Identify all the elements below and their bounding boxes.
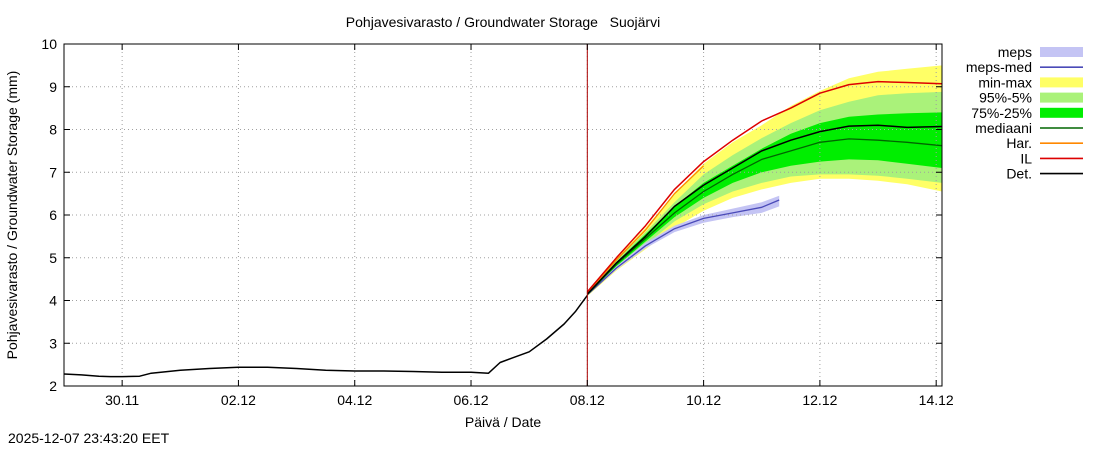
legend-label: min-max: [978, 74, 1032, 90]
line-meps-med: [586, 199, 780, 296]
x-tick-label: 04.12: [337, 392, 372, 408]
ticks-layer: 2 3 4 5 6 7 8 9 10 30.11 02.12 04.12 06.12 08.12 10.12…: [41, 36, 953, 408]
legend-label: IL: [1020, 150, 1032, 166]
legend-label: meps: [998, 44, 1032, 60]
legend-label: mediaani: [975, 120, 1032, 136]
legend: mepsmeps-medmin-max95%-5%75%-25%mediaani…: [966, 44, 1083, 182]
x-tick-label: 10.12: [686, 392, 721, 408]
x-tick-label: 06.12: [453, 392, 488, 408]
bands-layer: [587, 65, 942, 297]
chart-title: Pohjavesivarasto / Groundwater Storage S…: [346, 14, 660, 30]
line-median: [586, 138, 943, 295]
line-har: [586, 165, 705, 294]
x-tick-label: 14.12: [919, 392, 954, 408]
x-tick-label: 30.11: [105, 392, 139, 408]
legend-label: Har.: [1006, 135, 1032, 151]
line-il: [586, 80, 943, 293]
x-tick-label: 02.12: [221, 392, 256, 408]
y-tick-label: 10: [41, 36, 57, 52]
legend-label: Det.: [1006, 166, 1032, 182]
lines-layer: [63, 44, 943, 386]
line-det-history: [63, 294, 588, 378]
y-tick-label: 8: [49, 122, 57, 138]
legend-swatch: [1040, 92, 1083, 103]
x-axis-label: Päivä / Date: [465, 414, 541, 430]
y-tick-label: 5: [49, 250, 57, 266]
y-tick-label: 4: [49, 293, 57, 309]
legend-swatch: [1040, 107, 1083, 118]
y-tick-label: 9: [49, 79, 57, 95]
y-tick-label: 7: [49, 164, 57, 180]
x-tick-label: 08.12: [570, 392, 605, 408]
x-tick-label: 12.12: [802, 392, 837, 408]
legend-swatch: [1040, 47, 1083, 57]
grid-layer: [64, 44, 942, 386]
y-tick-label: 3: [49, 335, 57, 351]
legend-label: meps-med: [966, 59, 1032, 75]
y-tick-label: 2: [49, 378, 57, 394]
band-meps: [587, 195, 780, 296]
legend-label: 75%-25%: [971, 105, 1032, 121]
plot-frame: [63, 43, 943, 387]
line-det-forecast: [586, 124, 943, 295]
legend-swatch: [1040, 77, 1083, 88]
y-tick-label: 6: [49, 207, 57, 223]
legend-label: 95%-5%: [979, 90, 1032, 106]
band-75-25: [587, 112, 942, 295]
timestamp: 2025-12-07 23:43:20 EET: [8, 430, 170, 446]
y-axis-label: Pohjavesivarasto / Groundwater Storage (…: [4, 71, 20, 360]
